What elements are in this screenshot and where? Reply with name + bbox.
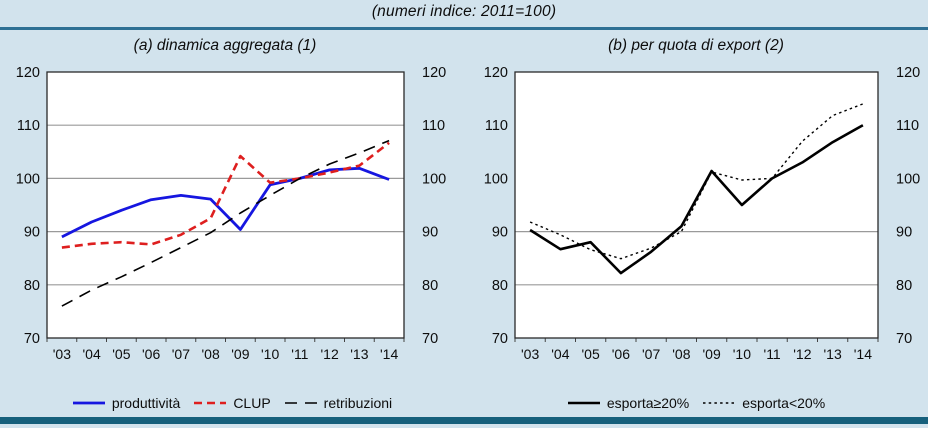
legend-label-1: CLUP [233, 395, 271, 411]
svg-text:'12: '12 [321, 346, 339, 362]
gridlines [515, 231, 878, 286]
top-divider-rule [0, 27, 928, 30]
svg-text:120: 120 [896, 65, 920, 81]
svg-text:70: 70 [492, 331, 508, 347]
panel-b-title: (b) per quota di export (2) [608, 37, 784, 54]
legend-label-2: retribuzioni [323, 395, 393, 411]
legend-item-0: esporta≥20% [567, 395, 689, 411]
svg-text:110: 110 [896, 118, 919, 134]
svg-text:'04: '04 [83, 346, 101, 362]
svg-text:'03: '03 [53, 346, 71, 362]
legend-item-2: retribuzioni [284, 395, 392, 411]
legend-line-swatch-1 [703, 402, 736, 404]
svg-text:'03: '03 [521, 346, 539, 362]
svg-text:'09: '09 [703, 346, 721, 362]
svg-text:110: 110 [422, 118, 445, 134]
svg-text:70: 70 [896, 331, 912, 347]
svg-text:90: 90 [24, 225, 40, 241]
svg-text:'05: '05 [582, 346, 600, 362]
svg-text:120: 120 [422, 65, 446, 81]
svg-text:'08: '08 [672, 346, 690, 362]
svg-text:90: 90 [896, 225, 912, 241]
svg-text:120: 120 [484, 65, 508, 81]
svg-text:100: 100 [896, 171, 920, 187]
svg-text:110: 110 [485, 118, 508, 134]
svg-text:'14: '14 [854, 346, 872, 362]
svg-text:'07: '07 [642, 346, 660, 362]
svg-text:'14: '14 [380, 346, 398, 362]
svg-text:'05: '05 [112, 346, 130, 362]
bottom-divider-bar [0, 417, 928, 424]
x-axis-labels: '03 '04 '05 '06 '07 '08 '09 '10 '11 '12 '13 '14 [521, 346, 872, 362]
y-axis-labels: 70 70 80 80 90 90 100 100 110 110 120 120 [484, 65, 920, 347]
svg-text:80: 80 [24, 278, 40, 294]
legend-panel-a: produttività CLUP retribuzioni [0, 392, 464, 414]
legend-line-swatch-0 [567, 401, 600, 405]
svg-text:'11: '11 [291, 346, 308, 362]
svg-text:120: 120 [16, 65, 40, 81]
svg-text:90: 90 [492, 225, 508, 241]
svg-text:'07: '07 [172, 346, 190, 362]
x-axis-ticks [46, 338, 405, 342]
svg-text:110: 110 [17, 118, 40, 134]
svg-text:'10: '10 [261, 346, 279, 362]
svg-text:'13: '13 [350, 346, 368, 362]
plot-border [46, 71, 405, 339]
legend-item-1: CLUP [193, 395, 271, 411]
svg-text:80: 80 [896, 278, 912, 294]
figure-title: (numeri indice: 2011=100) [371, 3, 557, 20]
series-line-2 [61, 139, 390, 307]
svg-text:'11: '11 [764, 346, 781, 362]
series-line-1 [61, 141, 390, 249]
svg-text:'04: '04 [551, 346, 569, 362]
x-axis-labels: '03 '04 '05 '06 '07 '08 '09 '10 '11 '12 '13 '14 [53, 346, 399, 362]
plot-border [514, 71, 879, 339]
svg-text:'08: '08 [202, 346, 220, 362]
svg-text:80: 80 [492, 278, 508, 294]
svg-text:'06: '06 [612, 346, 630, 362]
legend-line-swatch-0 [72, 401, 105, 405]
svg-text:80: 80 [422, 278, 438, 294]
legend-line-swatch-1 [194, 401, 227, 405]
series-line-0 [529, 124, 864, 275]
legend-label-0: esporta≥20% [606, 395, 690, 411]
legend-item-0: produttività [72, 395, 180, 411]
y-axis-labels: 70 70 80 80 90 90 100 100 110 110 120 120 [16, 65, 446, 347]
legend-line-swatch-2 [284, 402, 317, 404]
x-axis-ticks [514, 338, 879, 342]
svg-text:70: 70 [422, 331, 438, 347]
svg-text:'10: '10 [733, 346, 751, 362]
svg-text:100: 100 [422, 171, 446, 187]
svg-text:'13: '13 [824, 346, 842, 362]
legend-panel-b: esporta≥20% esporta<20% [464, 392, 928, 414]
svg-text:70: 70 [24, 331, 40, 347]
svg-text:'06: '06 [142, 346, 160, 362]
panel-a-title: (a) dinamica aggregata (1) [133, 37, 317, 54]
plot-area [47, 72, 404, 338]
svg-text:'12: '12 [793, 346, 811, 362]
svg-text:90: 90 [422, 225, 438, 241]
svg-text:100: 100 [484, 171, 508, 187]
gridlines [47, 124, 404, 286]
legend-label-1: esporta<20% [742, 395, 826, 411]
series-line-0 [61, 166, 390, 239]
svg-text:100: 100 [16, 171, 40, 187]
legend-item-1: esporta<20% [702, 395, 825, 411]
svg-text:'09: '09 [231, 346, 249, 362]
plot-area [515, 72, 878, 338]
legend-label-0: produttività [111, 395, 181, 411]
